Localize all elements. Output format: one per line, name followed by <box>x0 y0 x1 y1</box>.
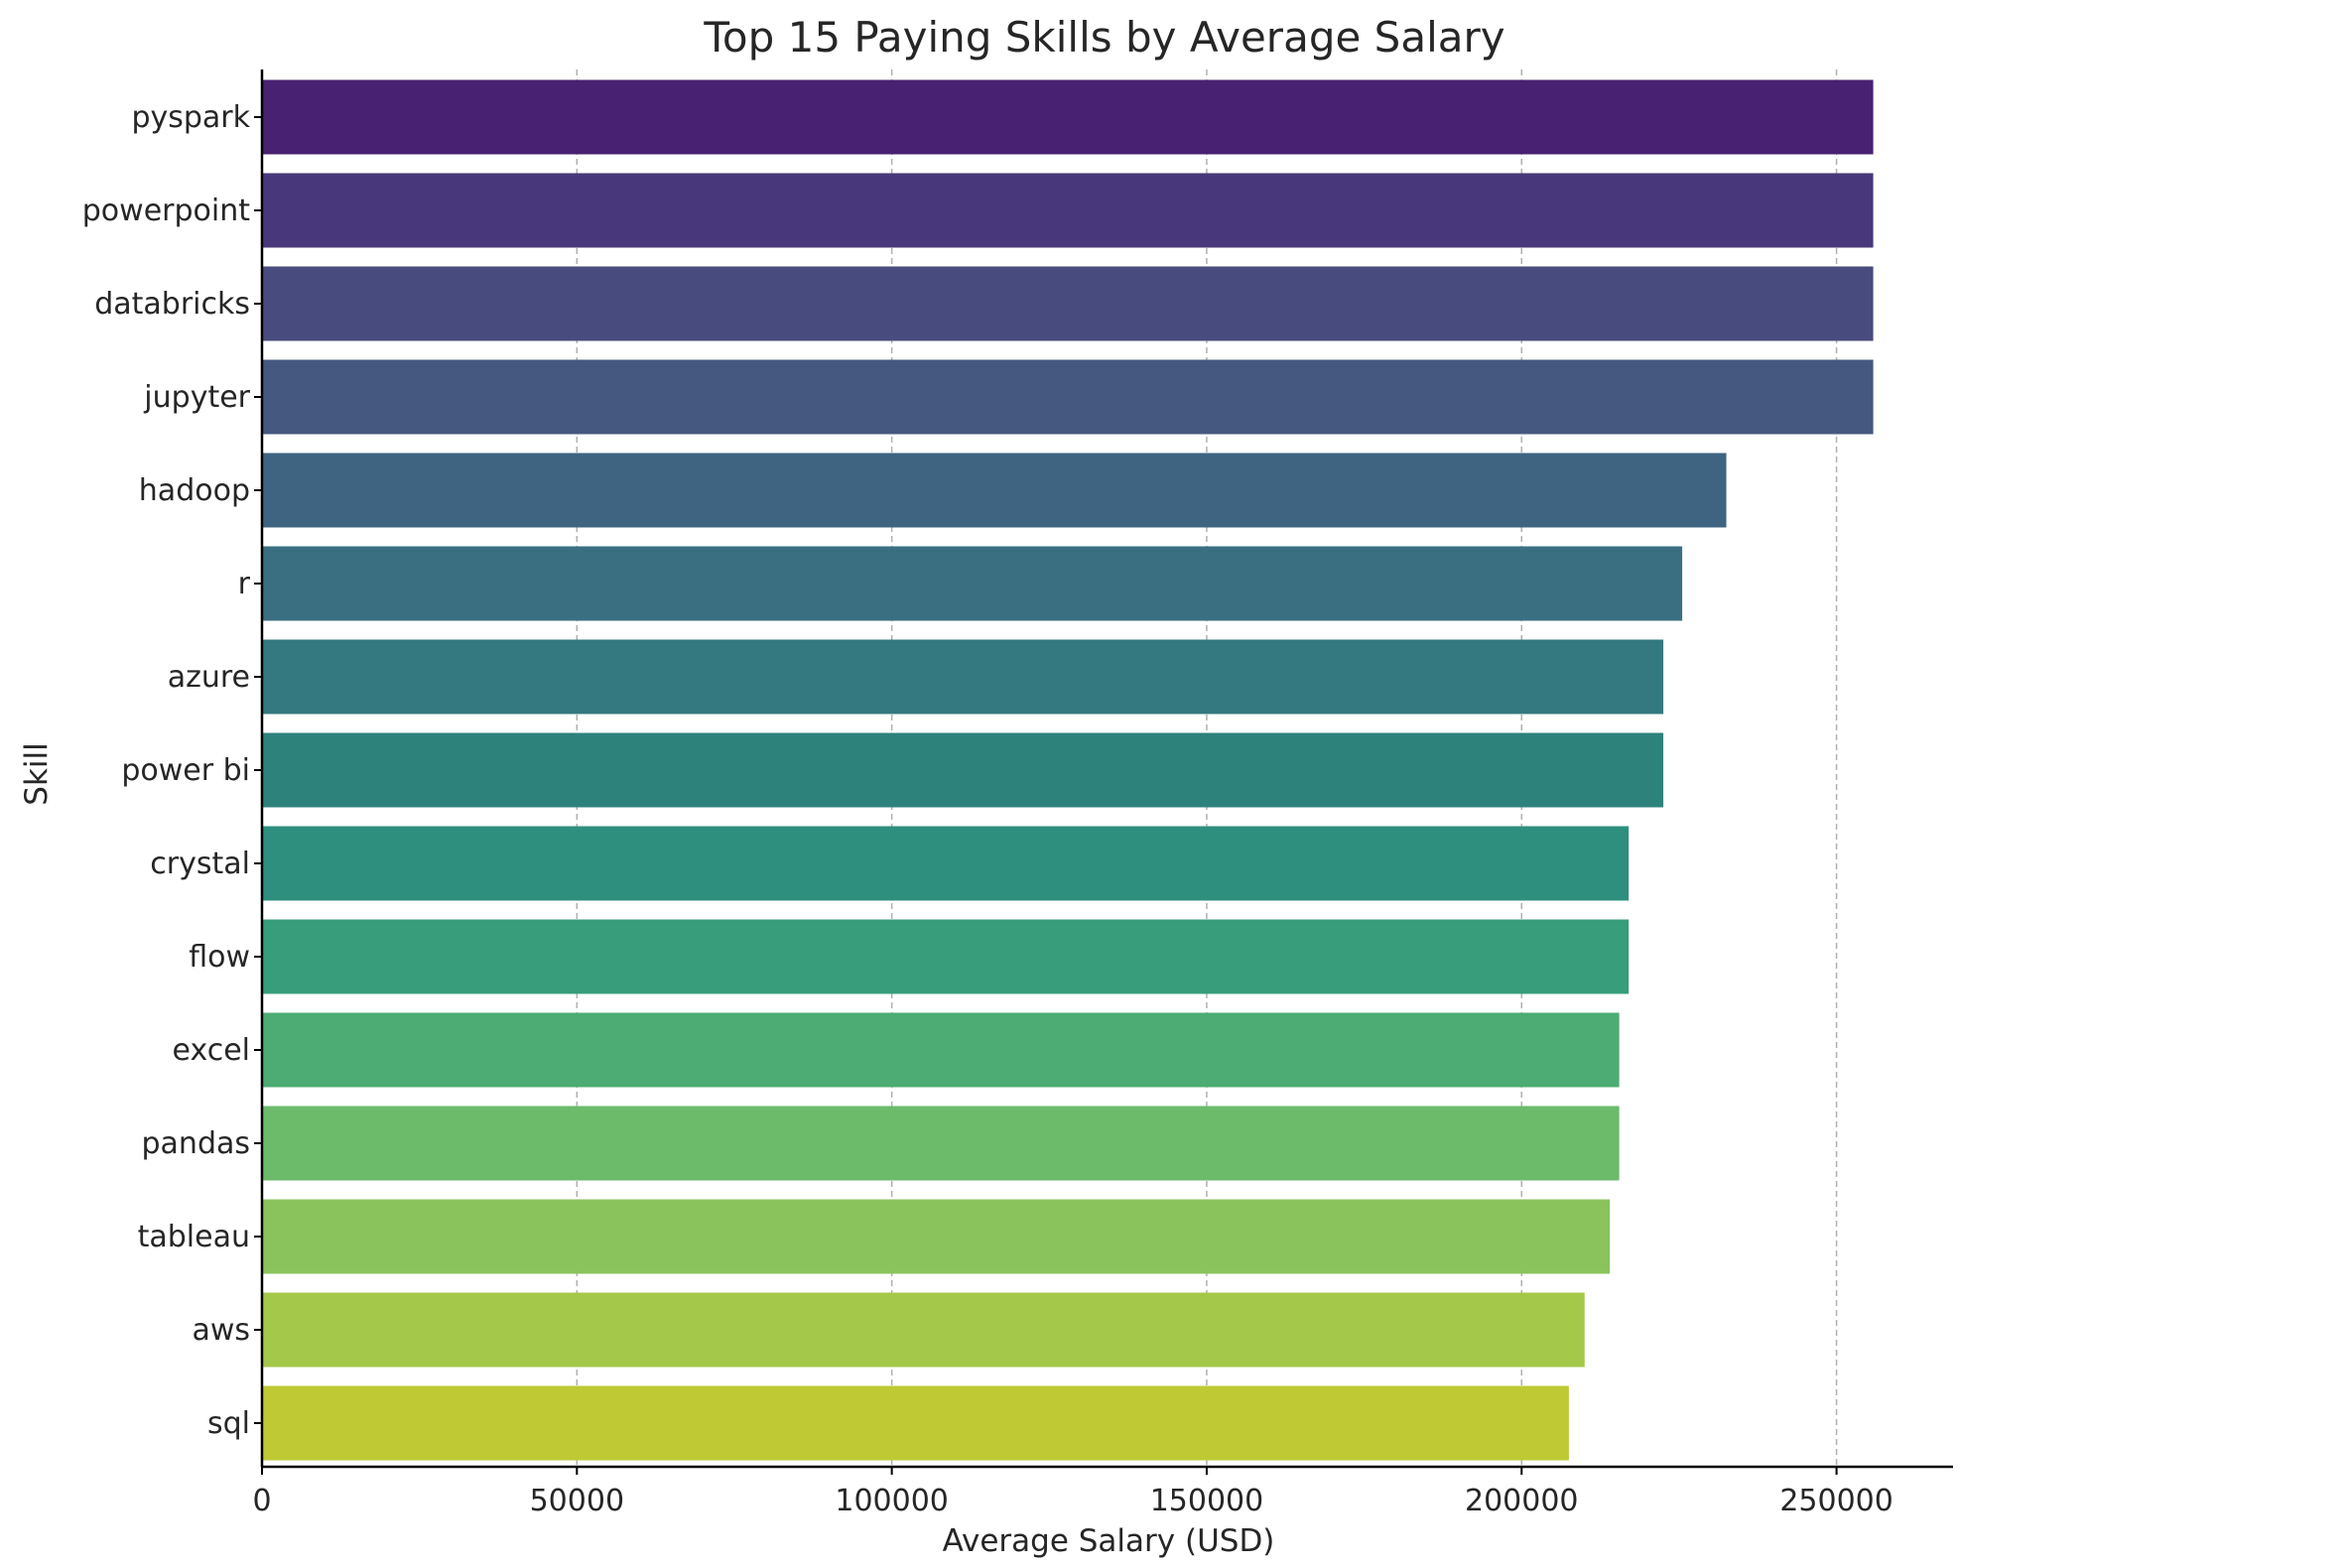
x-tick-label: 100000 <box>835 1484 949 1518</box>
bar-pyspark <box>262 79 1874 155</box>
y-axis-label: Skill <box>19 742 55 805</box>
bar-crystal <box>262 826 1630 901</box>
bar-pandas <box>262 1106 1620 1181</box>
ticks: pyspark powerpoint databricks jupyter hadoop… <box>82 100 1893 1518</box>
x-tick-label: 200000 <box>1465 1484 1579 1518</box>
y-tick-label: hadoop <box>139 473 250 508</box>
y-tick-label: r <box>238 567 251 601</box>
bar-tableau <box>262 1199 1611 1274</box>
bar-databricks <box>262 266 1874 341</box>
y-tick-label: power bi <box>121 753 250 788</box>
axes <box>260 69 1953 1469</box>
bar-power-bi <box>262 732 1664 808</box>
y-tick-label: pandas <box>142 1126 251 1161</box>
bar-r <box>262 546 1683 621</box>
y-tick-label: aws <box>192 1313 250 1348</box>
y-tick-label: excel <box>173 1033 250 1068</box>
y-tick-label: flow <box>189 940 250 975</box>
y-tick-label: jupyter <box>143 380 250 415</box>
chart-title: Top 15 Paying Skills by Average Salary <box>703 13 1504 62</box>
bar-sql <box>262 1385 1569 1461</box>
y-tick-label: databricks <box>94 287 250 322</box>
x-tick-label: 50000 <box>530 1484 624 1518</box>
bar-azure <box>262 639 1664 715</box>
x-tick-label: 250000 <box>1779 1484 1893 1518</box>
y-tick-label: pyspark <box>131 100 250 135</box>
bar-flow <box>262 919 1630 994</box>
x-tick-label: 150000 <box>1150 1484 1264 1518</box>
bar-aws <box>262 1292 1585 1368</box>
bar-excel <box>262 1012 1620 1088</box>
bar-powerpoint <box>262 173 1874 248</box>
y-tick-label: tableau <box>138 1220 250 1254</box>
bars <box>262 79 1874 1461</box>
y-tick-label: powerpoint <box>82 194 250 228</box>
y-tick-label: crystal <box>150 847 250 881</box>
bar-jupyter <box>262 359 1874 435</box>
x-tick-label: 0 <box>252 1484 271 1518</box>
bar-hadoop <box>262 453 1727 528</box>
y-tick-label: sql <box>207 1406 250 1441</box>
y-tick-label: azure <box>168 660 250 695</box>
x-axis-label: Average Salary (USD) <box>943 1523 1275 1559</box>
